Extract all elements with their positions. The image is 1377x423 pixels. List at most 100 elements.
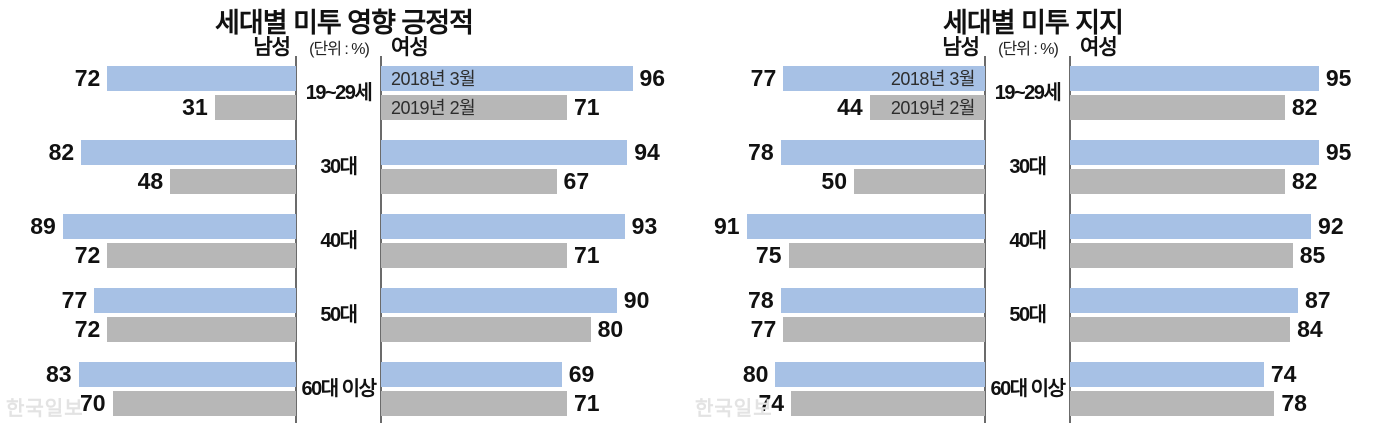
female-value-2019: 71 — [574, 94, 600, 120]
male-bar-2018 — [780, 140, 985, 165]
female-axis-line — [1069, 56, 1071, 423]
male-value-2018: 77 — [750, 65, 777, 91]
female-value-2018: 94 — [634, 139, 660, 165]
male-axis-line — [984, 56, 986, 423]
chart-panel-metoo-support: 세대별 미투 지지 남성 (단위 : %) 여성 77 44 95 82 19~29세 2… — [689, 0, 1377, 423]
female-value-2019: 80 — [597, 316, 624, 342]
female-column-label: 여성 — [1080, 36, 1118, 59]
female-axis-line — [380, 56, 382, 423]
male-value-2018: 78 — [748, 139, 774, 165]
legend-2019: 2019년 2월 — [391, 98, 476, 118]
female-value-2019: 82 — [1291, 94, 1318, 120]
age-group-label: 60대 이상 — [990, 378, 1066, 400]
male-bar-2018 — [780, 288, 985, 313]
male-value-2018: 80 — [742, 361, 769, 387]
female-bar-2018 — [381, 288, 617, 313]
male-bar-2018 — [78, 362, 296, 387]
male-bar-2019 — [791, 391, 985, 416]
female-bar-2018 — [1070, 288, 1298, 313]
female-value-2018: 74 — [1270, 361, 1297, 387]
male-value-2019: 74 — [758, 390, 785, 416]
chart-title: 세대별 미투 영향 긍정적 — [215, 8, 474, 38]
male-bar-2018 — [81, 140, 296, 165]
male-value-2018: 82 — [48, 139, 75, 165]
unit-label: (단위 : %) — [998, 41, 1059, 58]
male-axis-line — [295, 56, 297, 423]
age-group-label: 19~29세 — [994, 82, 1062, 104]
male-value-2018: 83 — [45, 361, 72, 387]
age-group-label: 40대 — [1009, 230, 1047, 252]
female-value-2018: 95 — [1325, 139, 1352, 165]
male-value-2019: 72 — [74, 242, 101, 268]
female-bar-2018 — [381, 214, 625, 239]
female-bar-2019 — [1070, 169, 1285, 194]
male-bar-2018 — [107, 66, 296, 91]
male-value-2019: 50 — [821, 168, 847, 194]
male-value-2018: 72 — [74, 65, 101, 91]
male-column-label: 남성 — [942, 36, 980, 59]
female-value-2018: 69 — [568, 361, 595, 387]
female-value-2019: 82 — [1291, 168, 1318, 194]
male-bar-2019 — [854, 169, 985, 194]
female-value-2019: 71 — [574, 390, 600, 416]
female-bar-2018 — [1070, 362, 1264, 387]
male-bar-2019 — [107, 243, 296, 268]
female-bar-2019 — [381, 243, 568, 268]
male-bar-2019 — [869, 95, 985, 120]
male-value-2018: 77 — [61, 287, 88, 313]
female-bar-2019 — [381, 169, 557, 194]
male-bar-2019 — [214, 95, 296, 120]
age-group-label: 30대 — [320, 156, 358, 178]
male-bar-2019 — [112, 391, 296, 416]
male-bar-2019 — [783, 317, 985, 342]
male-value-2018: 91 — [714, 213, 740, 239]
age-group-label: 40대 — [320, 230, 358, 252]
female-bar-2018 — [1070, 140, 1319, 165]
female-value-2018: 96 — [639, 65, 666, 91]
male-value-2019: 72 — [74, 316, 101, 342]
female-value-2019: 84 — [1297, 316, 1323, 342]
female-bar-2019 — [381, 391, 568, 416]
chart-panel-metoo-impact: 세대별 미투 영향 긍정적 남성 (단위 : %) 여성 72 31 96 71 19~… — [0, 0, 688, 423]
unit-label: (단위 : %) — [309, 41, 370, 58]
male-bar-2018 — [746, 214, 985, 239]
male-bar-2018 — [783, 66, 985, 91]
male-bar-2019 — [788, 243, 985, 268]
male-value-2019: 77 — [750, 316, 777, 342]
male-bar-2018 — [94, 288, 296, 313]
male-value-2018: 78 — [748, 287, 774, 313]
male-value-2018: 89 — [30, 213, 56, 239]
age-group-label: 19~29세 — [305, 82, 373, 104]
age-group-label: 50대 — [320, 304, 358, 326]
female-value-2019: 85 — [1299, 242, 1326, 268]
male-value-2019: 48 — [137, 168, 164, 194]
male-value-2019: 70 — [80, 390, 106, 416]
female-value-2018: 87 — [1304, 287, 1331, 313]
male-bar-2018 — [775, 362, 985, 387]
female-value-2018: 92 — [1318, 213, 1344, 239]
male-value-2019: 75 — [755, 242, 782, 268]
female-bar-2019 — [1070, 391, 1275, 416]
legend-2019: 2019년 2월 — [890, 98, 976, 118]
age-group-label: 60대 이상 — [301, 378, 377, 400]
female-bar-2019 — [1070, 243, 1293, 268]
female-value-2019: 78 — [1281, 390, 1307, 416]
age-group-label: 30대 — [1009, 156, 1047, 178]
female-bar-2019 — [1070, 95, 1285, 120]
male-value-2019: 44 — [837, 94, 863, 120]
female-value-2019: 67 — [563, 168, 590, 194]
female-bar-2018 — [381, 140, 628, 165]
female-bar-2019 — [381, 317, 591, 342]
publisher-watermark: 한국일보 — [695, 398, 773, 420]
age-group-label: 50대 — [1009, 304, 1047, 326]
female-bar-2018 — [381, 362, 562, 387]
male-value-2019: 31 — [182, 94, 208, 120]
legend-2018: 2018년 3월 — [391, 69, 476, 89]
female-value-2018: 90 — [623, 287, 650, 313]
female-bar-2019 — [1070, 317, 1291, 342]
male-bar-2019 — [170, 169, 296, 194]
female-bar-2018 — [381, 66, 633, 91]
male-bar-2018 — [62, 214, 296, 239]
female-value-2019: 71 — [574, 242, 600, 268]
male-bar-2019 — [107, 317, 296, 342]
